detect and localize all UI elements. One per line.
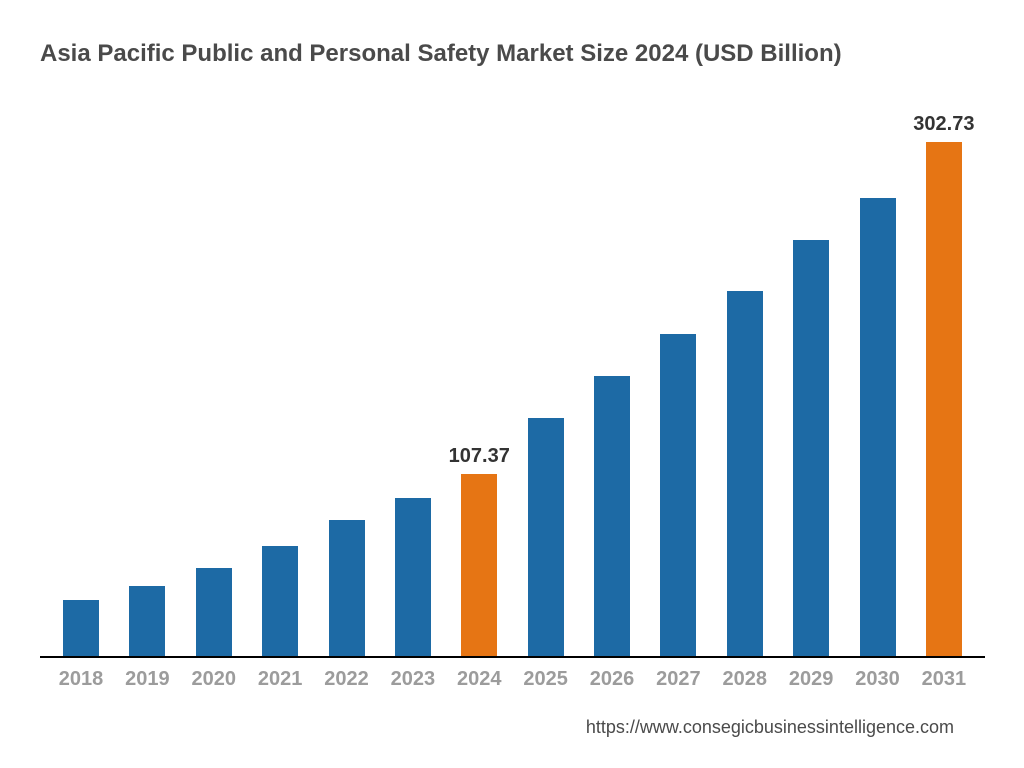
bar-slot xyxy=(714,291,776,656)
bar-slot xyxy=(183,568,245,656)
x-axis-label: 2021 xyxy=(249,668,311,691)
x-axis-label: 2029 xyxy=(780,668,842,691)
chart-title: Asia Pacific Public and Personal Safety … xyxy=(40,40,984,68)
bar-slot: 302.73 xyxy=(913,142,975,656)
x-axis-label: 2024 xyxy=(448,668,510,691)
bar xyxy=(926,142,962,656)
bar-value-label: 107.37 xyxy=(449,445,510,468)
bar xyxy=(196,568,232,656)
bar-slot xyxy=(316,520,378,656)
bar xyxy=(727,291,763,656)
bar-slot xyxy=(780,240,842,656)
x-axis-label: 2027 xyxy=(647,668,709,691)
bar xyxy=(129,586,165,656)
bar xyxy=(528,418,564,656)
x-axis-label: 2018 xyxy=(50,668,112,691)
bar xyxy=(860,198,896,656)
x-axis-label: 2022 xyxy=(316,668,378,691)
bar-slot xyxy=(581,376,643,656)
x-axis: 2018201920202021202220232024202520262027… xyxy=(40,668,985,691)
bar-slot xyxy=(647,334,709,656)
bar xyxy=(594,376,630,656)
bar xyxy=(262,546,298,656)
x-axis-label: 2019 xyxy=(116,668,178,691)
bar xyxy=(793,240,829,656)
x-axis-label: 2026 xyxy=(581,668,643,691)
x-axis-label: 2025 xyxy=(515,668,577,691)
bar-slot xyxy=(50,600,112,656)
chart-plot-area: 107.37 302.73 xyxy=(40,98,985,658)
source-url: https://www.consegicbusinessintelligence… xyxy=(586,717,954,738)
bars-row: 107.37 302.73 xyxy=(40,98,985,656)
bar xyxy=(395,498,431,656)
x-axis-label: 2023 xyxy=(382,668,444,691)
bar xyxy=(660,334,696,656)
bar xyxy=(329,520,365,656)
bar-slot xyxy=(116,586,178,656)
x-axis-label: 2031 xyxy=(913,668,975,691)
bar xyxy=(63,600,99,656)
bar-slot xyxy=(847,198,909,656)
bar-value-label: 302.73 xyxy=(913,113,974,136)
chart-container: Asia Pacific Public and Personal Safety … xyxy=(0,0,1024,768)
x-axis-label: 2030 xyxy=(847,668,909,691)
bar-slot xyxy=(515,418,577,656)
x-axis-label: 2028 xyxy=(714,668,776,691)
bar-slot xyxy=(382,498,444,656)
bar-slot xyxy=(249,546,311,656)
bar xyxy=(461,474,497,656)
x-axis-label: 2020 xyxy=(183,668,245,691)
bar-slot: 107.37 xyxy=(448,474,510,656)
